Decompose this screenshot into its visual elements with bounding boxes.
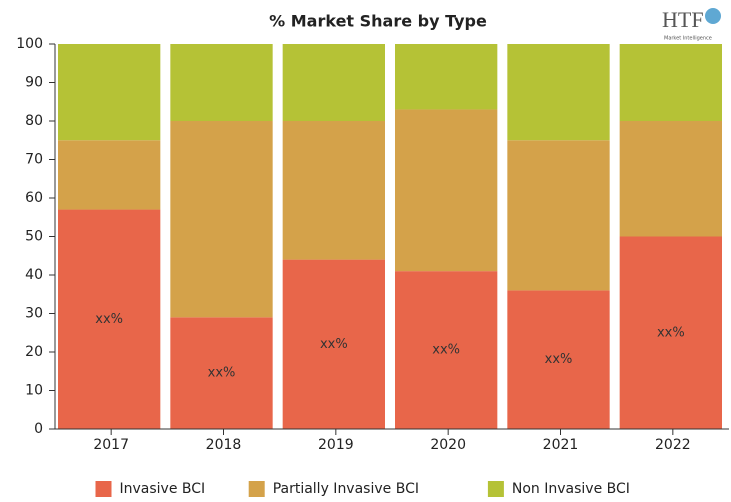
- bar-segment: [395, 271, 498, 429]
- y-tick-label: 50: [25, 229, 43, 245]
- y-tick-label: 0: [34, 421, 43, 437]
- bar-segment: [282, 44, 385, 121]
- logo: HTF: [662, 7, 704, 32]
- bar-segment: [507, 44, 610, 141]
- bar-segment: [507, 290, 610, 429]
- x-tick-label: 2020: [430, 437, 466, 453]
- x-tick-label: 2022: [655, 437, 691, 453]
- bar-segment: [282, 259, 385, 429]
- y-tick-label: 80: [25, 113, 43, 129]
- x-tick-label: 2018: [206, 437, 242, 453]
- y-tick-label: 40: [25, 267, 43, 283]
- bar-segment: [58, 44, 161, 141]
- y-tick-label: 30: [25, 306, 43, 322]
- bar-segment: [58, 209, 161, 429]
- x-tick-label: 2017: [93, 437, 129, 453]
- y-tick-label: 100: [16, 36, 43, 52]
- x-tick-label: 2021: [543, 437, 579, 453]
- data-label: xx%: [432, 343, 460, 358]
- bar-segment: [507, 140, 610, 291]
- y-tick-label: 20: [25, 344, 43, 360]
- data-label: xx%: [545, 352, 573, 367]
- legend-label: Partially Invasive BCI: [273, 481, 419, 497]
- bar-segment: [395, 109, 498, 272]
- y-tick-label: 60: [25, 190, 43, 206]
- data-label: xx%: [320, 337, 348, 352]
- legend-label: Non Invasive BCI: [512, 481, 630, 497]
- bar-segment: [170, 317, 273, 429]
- legend-swatch: [248, 481, 265, 497]
- legend-swatch: [95, 481, 112, 497]
- data-label: xx%: [95, 312, 123, 327]
- data-label: xx%: [657, 325, 685, 340]
- x-tick-label: 2019: [318, 437, 354, 453]
- chart-title: % Market Share by Type: [269, 12, 487, 31]
- logo-tagline: Market Intelligence: [664, 36, 712, 42]
- bar-segment: [395, 44, 498, 110]
- legend-swatch: [487, 481, 504, 497]
- y-tick-label: 90: [25, 75, 43, 91]
- logo-globe: [705, 8, 721, 24]
- y-tick-label: 70: [25, 152, 43, 168]
- bar-segment: [619, 121, 722, 237]
- bar-segment: [619, 236, 722, 429]
- data-label: xx%: [208, 366, 236, 381]
- bar-segment: [170, 44, 273, 121]
- bar-segment: [282, 121, 385, 260]
- bar-segment: [58, 140, 161, 210]
- bar-segment: [619, 44, 722, 121]
- legend-label: Invasive BCI: [120, 481, 206, 497]
- y-tick-label: 10: [25, 383, 43, 399]
- bar-segment: [170, 121, 273, 318]
